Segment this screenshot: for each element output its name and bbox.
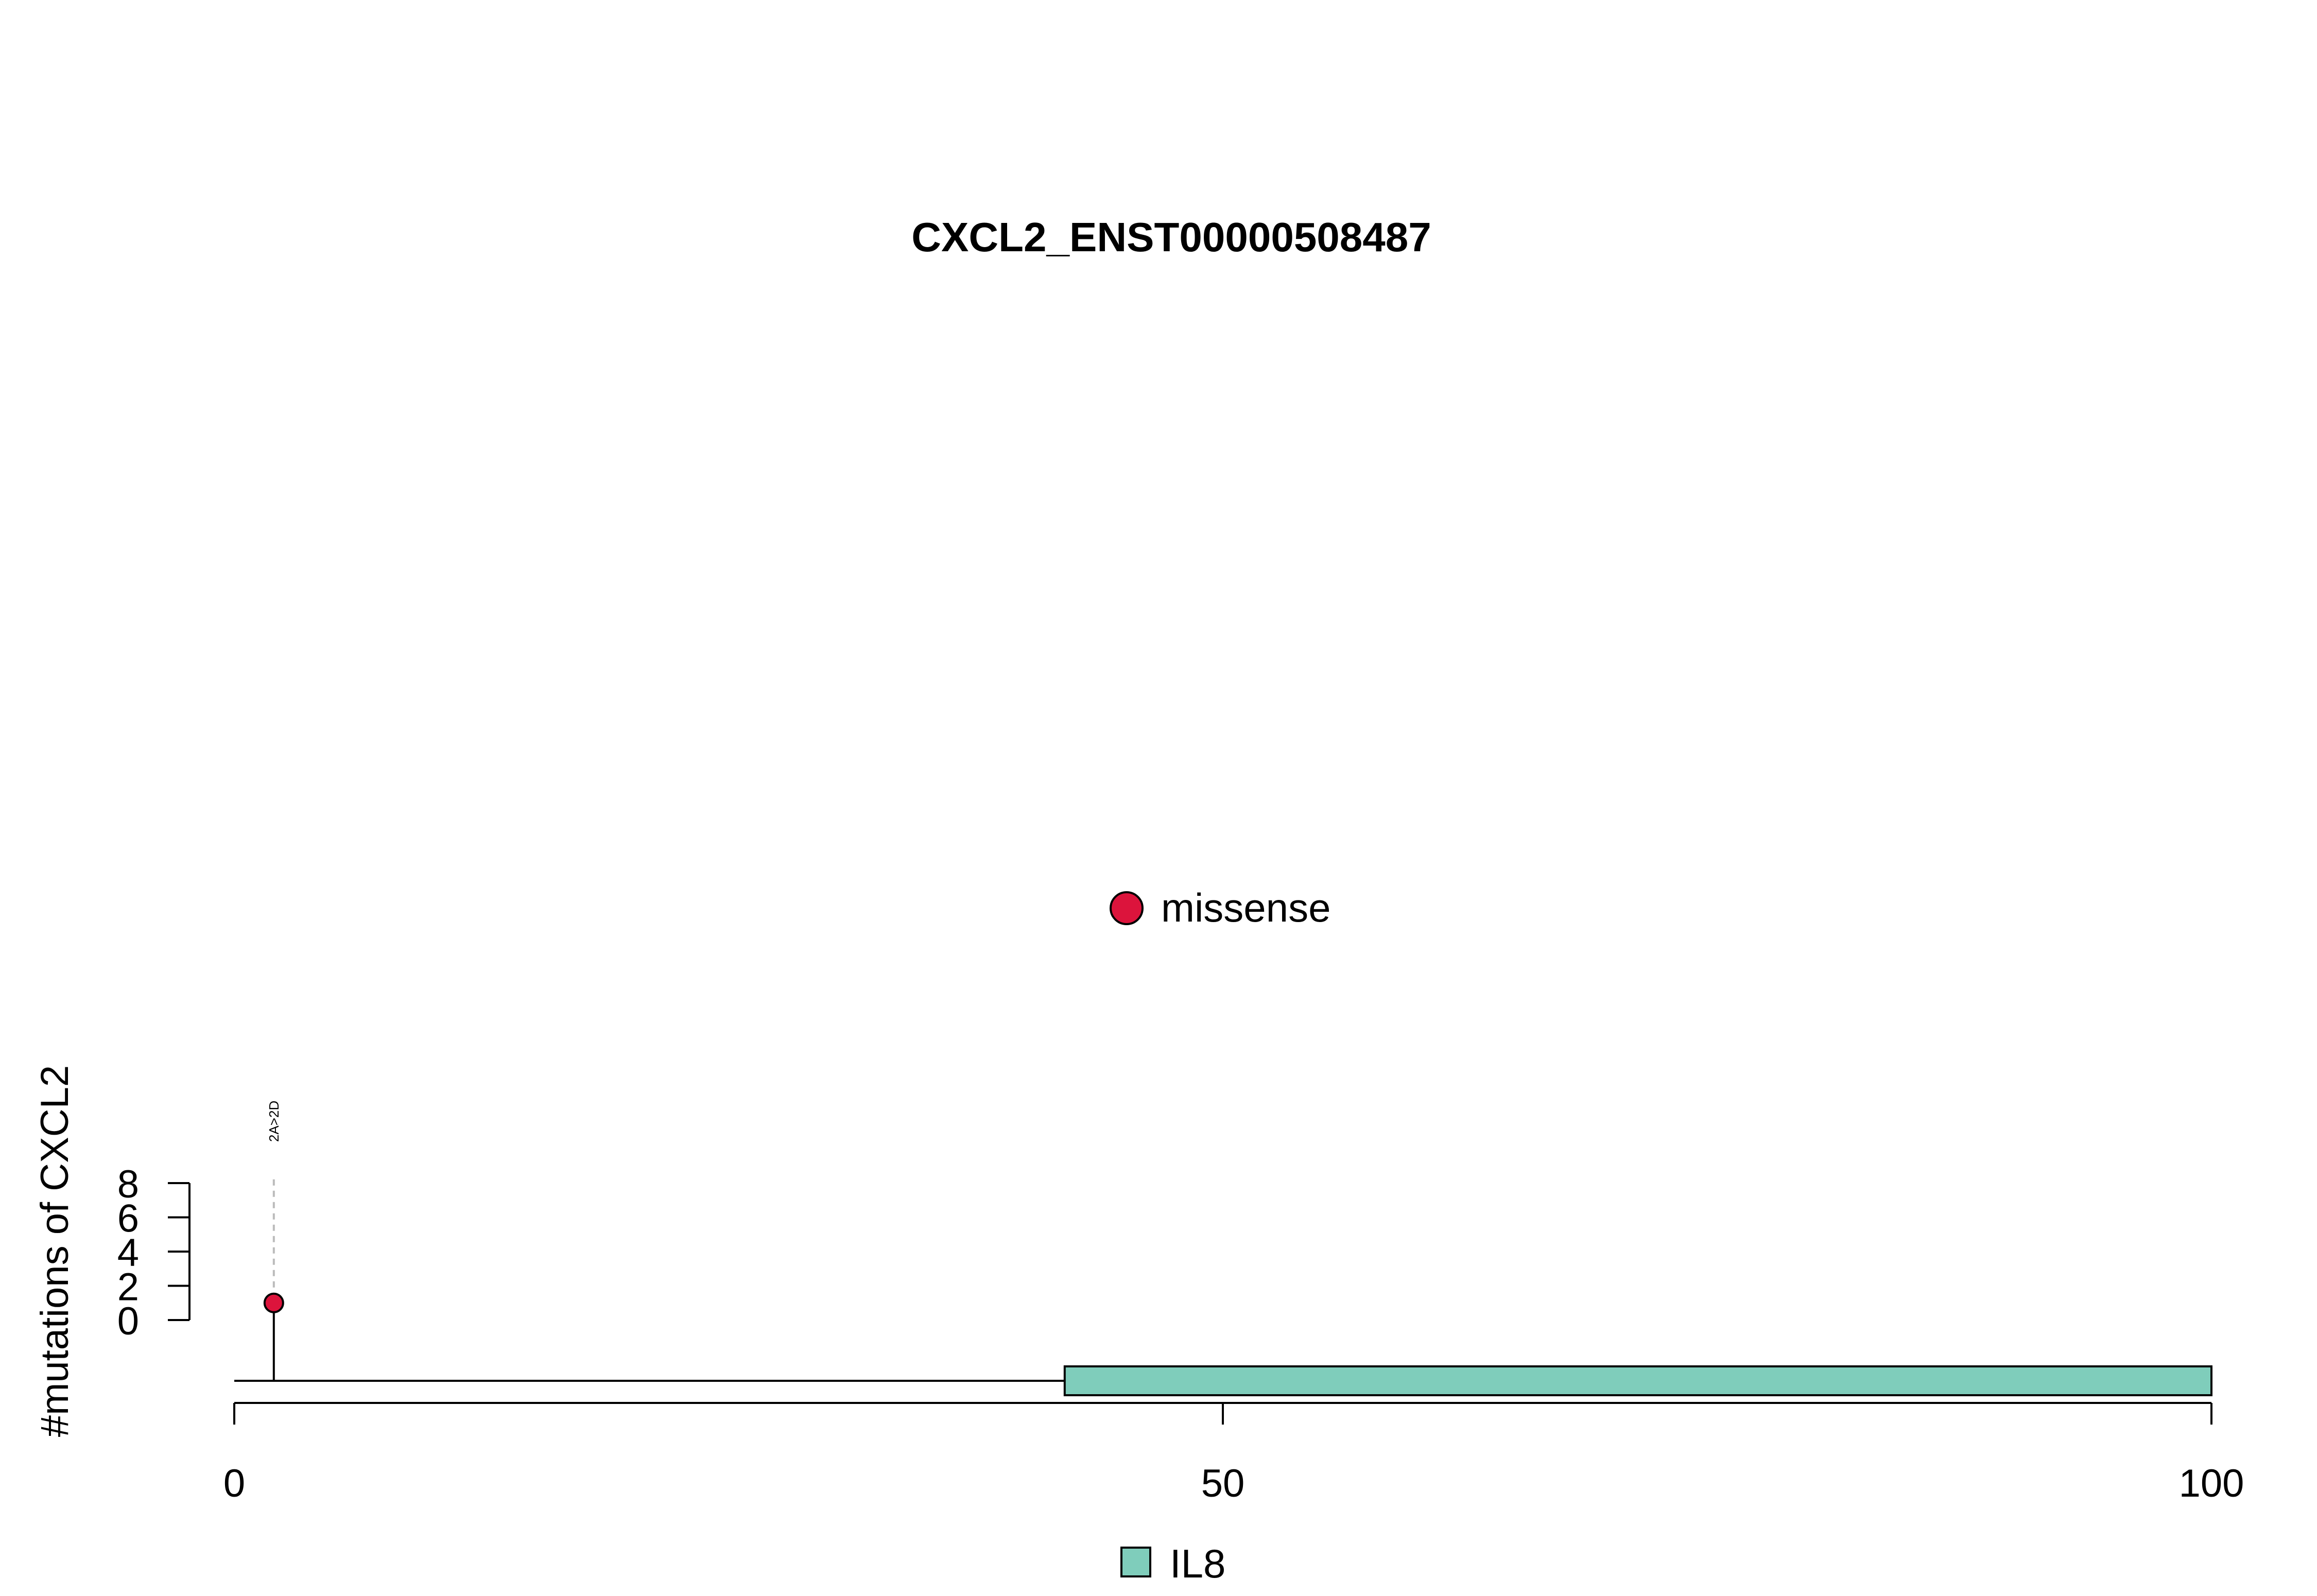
legend-il8-swatch [1120,1547,1151,1577]
y-tick-label: 6 [117,1197,139,1241]
y-tick-label: 4 [117,1231,139,1275]
mutation-lollipops: 2A>2D [263,1101,284,1381]
legend-missense-swatch [1110,891,1144,925]
mutation-label: 2A>2D [266,1101,282,1142]
y-tick-label: 8 [117,1163,139,1206]
x-axis: 0 50 100 [223,1402,2244,1505]
x-tick-label: 100 [2179,1462,2244,1505]
mutation-legend: missense [1110,885,1330,930]
x-tick-label: 50 [1201,1462,1245,1505]
y-tick-label: 2 [117,1265,139,1309]
mutation-point [263,1292,284,1313]
legend-missense-label: missense [1161,885,1330,930]
domain-legend: IL8 [1120,1541,1225,1586]
chart-title: CXCL2_ENST00000508487 [911,214,1431,260]
y-axis-label: #mutations of CXCL2 [33,1065,77,1437]
domain-il8 [1063,1365,2212,1396]
domain-track [1063,1365,2212,1396]
x-tick-label: 0 [223,1462,245,1505]
legend-il8-label: IL8 [1170,1541,1225,1586]
y-tick-label: 0 [117,1299,139,1343]
